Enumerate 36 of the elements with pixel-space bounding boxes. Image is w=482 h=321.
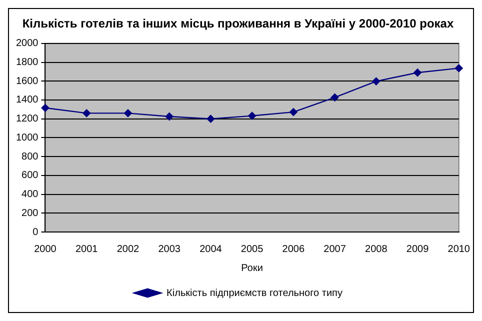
x-tick-label: 2005 xyxy=(240,244,264,255)
y-tick-label: 200 xyxy=(22,208,39,219)
x-tick-label: 2001 xyxy=(75,244,98,255)
legend-label: Кількість підприємств готельного типу xyxy=(166,288,342,299)
y-tick-label: 400 xyxy=(22,189,39,200)
point xyxy=(248,112,256,120)
point xyxy=(330,93,339,102)
y-tick-label: 0 xyxy=(32,226,39,238)
y-tick-label: 1200 xyxy=(16,114,39,125)
x-tick-label: 2003 xyxy=(158,244,181,255)
chart-title: Кількість готелів та інших місць проживання в Україні у 2000-2010 роках xyxy=(22,16,454,31)
y-tick-label: 1000 xyxy=(16,132,39,144)
point xyxy=(165,112,174,120)
y-tick-label: 2000 xyxy=(16,38,39,50)
x-tick-label: 2007 xyxy=(324,244,346,255)
x-tick-label: 2002 xyxy=(116,244,140,255)
x-tick-label: 2000 xyxy=(34,244,57,255)
y-tick-label: 800 xyxy=(22,151,39,162)
x-tick-label: 2009 xyxy=(406,244,430,255)
y-tick-label: 600 xyxy=(22,170,39,182)
point xyxy=(372,77,380,86)
x-tick-label: 2006 xyxy=(282,244,305,255)
x-tick-label: 2008 xyxy=(365,244,388,255)
x-axis-title: Роки xyxy=(241,262,263,274)
x-tick-label: 2004 xyxy=(200,244,222,255)
point xyxy=(289,108,298,116)
y-tick-label: 1800 xyxy=(16,57,39,68)
point xyxy=(206,114,215,123)
y-tick-label: 1400 xyxy=(16,94,39,106)
y-tick-label: 1600 xyxy=(16,76,39,87)
point xyxy=(82,109,91,118)
point xyxy=(41,104,50,112)
point xyxy=(124,109,132,118)
point xyxy=(414,68,422,77)
point xyxy=(454,64,463,72)
x-tick-label: 2010 xyxy=(448,244,470,255)
